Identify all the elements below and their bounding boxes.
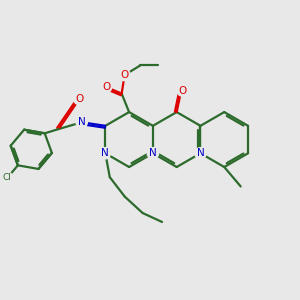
Text: N: N	[101, 148, 109, 158]
Circle shape	[100, 81, 112, 93]
Circle shape	[74, 93, 85, 105]
Text: O: O	[75, 94, 83, 104]
Text: O: O	[102, 82, 110, 92]
Text: N: N	[78, 117, 86, 127]
Circle shape	[99, 148, 110, 159]
Text: O: O	[121, 70, 129, 80]
Text: O: O	[178, 85, 187, 96]
Circle shape	[195, 148, 206, 159]
Circle shape	[76, 117, 87, 128]
Circle shape	[177, 85, 188, 96]
Circle shape	[119, 69, 130, 81]
Circle shape	[2, 172, 13, 184]
Text: N: N	[196, 148, 204, 158]
Circle shape	[147, 148, 159, 159]
Text: Cl: Cl	[3, 173, 12, 182]
Text: N: N	[149, 148, 157, 158]
